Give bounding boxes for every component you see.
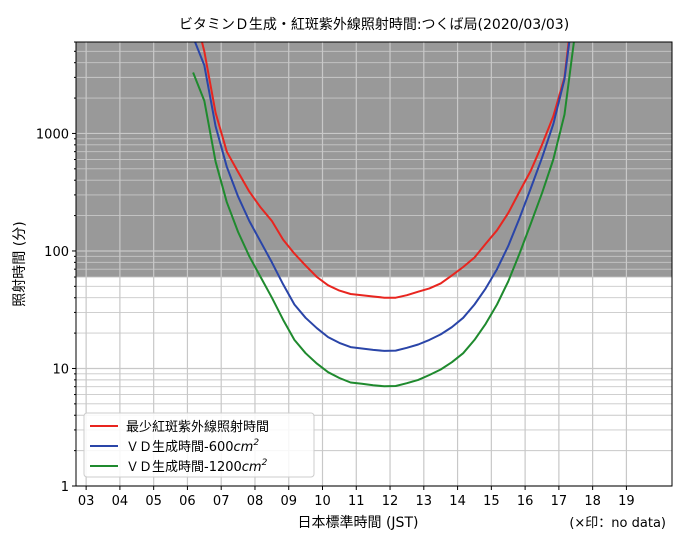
legend-label-exponent: 2 bbox=[262, 458, 268, 468]
y-tick-label: 1000 bbox=[36, 127, 69, 142]
x-tick-label: 08 bbox=[247, 494, 264, 509]
x-tick-label: 03 bbox=[78, 494, 95, 509]
y-tick-label: 100 bbox=[44, 245, 69, 260]
x-axis-label: 日本標準時間 (JST) bbox=[298, 515, 419, 531]
x-tick-label: 12 bbox=[382, 494, 399, 509]
legend-box bbox=[83, 412, 315, 478]
legend-label-unit: cm bbox=[234, 440, 254, 455]
x-tick-label: 04 bbox=[112, 494, 129, 509]
legend-label-unit: cm bbox=[242, 460, 262, 475]
y-axis-label: 照射時間 (分) bbox=[12, 221, 28, 306]
x-tick-label: 10 bbox=[314, 494, 331, 509]
x-tick-label: 06 bbox=[179, 494, 196, 509]
x-tick-label: 14 bbox=[449, 494, 466, 509]
x-tick-label: 09 bbox=[280, 494, 297, 509]
legend-label-3: ＶＤ生成時間-1200cm2 bbox=[126, 458, 268, 475]
legend-label-2: ＶＤ生成時間-600cm2 bbox=[126, 438, 259, 455]
legend-label-1: 最少紅斑紫外線照射時間 bbox=[126, 419, 269, 435]
no-data-note: (×印：no data) bbox=[569, 516, 666, 531]
series-line-2 bbox=[193, 42, 571, 352]
x-tick-label: 15 bbox=[483, 494, 500, 509]
y-tick-label: 1 bbox=[61, 480, 69, 495]
x-tick-label: 07 bbox=[213, 494, 230, 509]
y-tick-label: 10 bbox=[52, 362, 69, 377]
x-tick-label: 05 bbox=[145, 494, 162, 509]
x-tick-label: 18 bbox=[584, 494, 601, 509]
plot-frame bbox=[75, 41, 673, 487]
series-line-3 bbox=[192, 42, 575, 388]
chart-title: ビタミンＤ生成・紅斑紫外線照射時間:つくば局(2020/03/03) bbox=[179, 17, 569, 33]
legend-label-text: ＶＤ生成時間-600 bbox=[126, 440, 234, 455]
x-tick-label: 11 bbox=[348, 494, 365, 509]
x-tick-label: 13 bbox=[416, 494, 433, 509]
x-tick-label: 19 bbox=[618, 494, 635, 509]
legend-label-text: ＶＤ生成時間-1200 bbox=[126, 460, 242, 475]
x-tick-label: 16 bbox=[517, 494, 534, 509]
x-tick-label: 17 bbox=[551, 494, 568, 509]
legend-label-exponent: 2 bbox=[253, 438, 259, 448]
legend-label-text: 最少紅斑紫外線照射時間 bbox=[126, 419, 269, 435]
series-line-1 bbox=[200, 42, 570, 299]
